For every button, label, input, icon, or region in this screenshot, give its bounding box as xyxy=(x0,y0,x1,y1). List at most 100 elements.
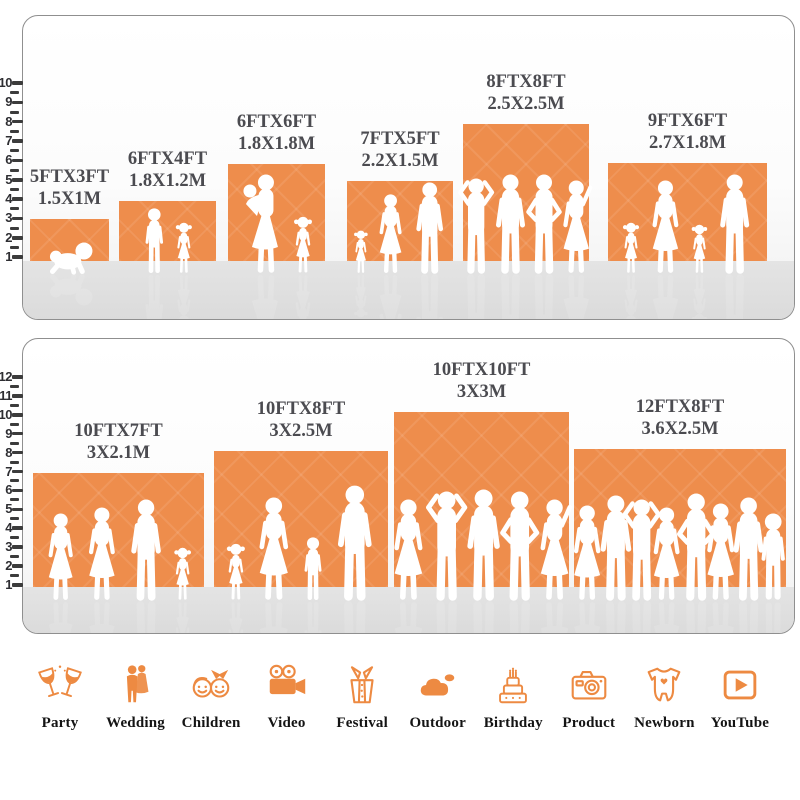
backdrop-size-label: 10FTX10FT 3X3M xyxy=(382,359,582,404)
category-newborn: Newborn xyxy=(628,662,700,732)
children-icon xyxy=(188,662,234,708)
newborn-icon xyxy=(641,662,687,708)
ruler-minor-tick xyxy=(10,149,19,153)
ruler-minor-tick xyxy=(10,403,19,407)
size-label-feet: 8FTX8FT xyxy=(486,71,566,92)
girl-silhouette xyxy=(176,223,192,272)
category-label: Outdoor xyxy=(409,715,466,731)
category-label: Newborn xyxy=(634,715,695,731)
backdrop-bar: 9FTX6FT 2.7X1.8M xyxy=(608,111,767,261)
manup-silhouette xyxy=(428,492,464,597)
size-label-meters: 2.7X1.8M xyxy=(648,133,727,154)
size-label-feet: 10FTX7FT xyxy=(74,420,163,441)
ruler-minor-tick xyxy=(10,573,19,577)
category-label: Product xyxy=(562,715,616,731)
ruler-major-tick xyxy=(12,375,23,379)
size-label-meters: 3.6X2.5M xyxy=(641,419,719,440)
silhouette-group xyxy=(109,74,226,274)
silhouette-group xyxy=(453,74,599,274)
ruler-minor-tick xyxy=(10,110,19,114)
woman-silhouette xyxy=(49,513,73,597)
category-label: YouTube xyxy=(710,715,770,731)
girl-silhouette xyxy=(294,217,312,271)
backdrop-size-label: 6FTX4FT 1.8X1.2M xyxy=(68,148,268,193)
ruler-number: 8 xyxy=(5,113,12,129)
ruler-minor-tick xyxy=(10,460,19,464)
backdrop-bar: 6FTX6FT 1.8X1.8M xyxy=(228,112,325,261)
small-medium-top-panel: 5FTX3FT 1.5X1M 6FTX4FT 1.8X1.2M 6FTX6FT 1.8X1… xyxy=(22,15,795,320)
ruler-major-tick xyxy=(12,216,23,221)
party-icon xyxy=(37,662,83,708)
ruler-major-tick xyxy=(12,507,23,512)
backdrop-bar: 5FTX3FT 1.5X1M xyxy=(30,167,109,261)
size-label-feet: 7FTX5FT xyxy=(360,128,440,149)
ruler-number: 2 xyxy=(5,558,12,573)
boy-silhouette xyxy=(764,513,783,596)
ruler-major-tick xyxy=(12,197,23,201)
category-party: Party xyxy=(24,662,96,732)
ruler-major-tick xyxy=(12,100,23,105)
silhouette-group xyxy=(598,74,777,274)
ruler-major-tick xyxy=(12,81,23,85)
size-label-feet: 9FTX6FT xyxy=(647,110,728,131)
size-label-meters: 1.8X1.8M xyxy=(237,134,316,155)
silhouette-group xyxy=(564,401,795,601)
silhouette-group xyxy=(218,74,335,274)
category-video: Video xyxy=(251,662,323,732)
backdrop-size-label: 8FTX8FT 2.5X2.5M xyxy=(426,71,626,116)
category-label: Birthday xyxy=(483,715,543,731)
backdrop-size-label: 10FTX7FT 3X2.1M xyxy=(23,420,219,465)
ruler-minor-tick xyxy=(10,226,19,230)
woman-silhouette xyxy=(574,505,600,597)
backdrop-bar: 6FTX4FT 1.8X1.2M xyxy=(119,149,216,261)
size-label-feet: 6FTX4FT xyxy=(127,148,208,169)
category-children: Children xyxy=(175,662,247,732)
ruler-major-tick xyxy=(12,139,23,143)
youtube-icon xyxy=(717,662,763,708)
ruler-major-tick xyxy=(12,488,23,493)
category-label: Wedding xyxy=(106,715,166,731)
man-silhouette xyxy=(723,175,747,271)
ruler-minor-tick xyxy=(10,384,19,388)
ruler-number: 9 xyxy=(5,425,12,441)
ruler-number: 2 xyxy=(5,229,12,245)
small-medium-bottom-panel: 10FTX7FT 3X2.1M 10FTX8FT 3X2.5M 10FTX10FT 3X3… xyxy=(22,338,795,634)
product-icon xyxy=(566,662,612,708)
manhips-silhouette xyxy=(679,494,712,597)
outdoor-icon xyxy=(415,662,461,708)
ruler-number: 3 xyxy=(5,539,12,555)
video-icon xyxy=(264,662,310,708)
ruler-major-tick xyxy=(12,545,23,549)
backdrop-size-label: 10FTX8FT 3X2.5M xyxy=(201,398,401,443)
ruler-number: 6 xyxy=(5,152,12,168)
backdrop-size-label: 6FTX6FT 1.8X1.8M xyxy=(177,111,377,156)
ruler-number: 10 xyxy=(0,75,13,90)
ruler-number: 9 xyxy=(5,94,12,110)
woman-silhouette xyxy=(260,498,288,597)
backdrop-rect xyxy=(30,219,109,261)
ruler-minor-tick xyxy=(10,536,19,540)
category-festival: Festival xyxy=(326,662,398,732)
womanbaby-silhouette xyxy=(243,175,278,271)
boy-silhouette xyxy=(147,208,162,270)
size-label-meters: 3X2.1M xyxy=(86,443,151,464)
backdrop-size-label: 12FTX8FT 3.6X2.5M xyxy=(580,396,780,441)
ruler-number: 1 xyxy=(5,249,12,265)
size-label-meters: 3X2.5M xyxy=(269,421,333,442)
ruler-major-tick xyxy=(12,255,23,259)
ruler-major-tick xyxy=(12,469,23,474)
ruler-number: 5 xyxy=(5,501,12,517)
ruler-minor-tick xyxy=(10,555,19,559)
ruler-major-tick xyxy=(12,394,23,398)
ruler-number: 10 xyxy=(0,406,13,422)
ruler-number: 11 xyxy=(0,387,13,403)
ruler-minor-tick xyxy=(10,207,19,211)
backdrop-size-label: 9FTX6FT 2.7X1.8M xyxy=(588,110,788,155)
size-label-meters: 1.5X1M xyxy=(37,189,102,210)
wedding-icon xyxy=(113,662,159,708)
category-label: Video xyxy=(267,715,306,731)
backdrop-rect xyxy=(119,201,216,261)
ruler-minor-tick xyxy=(10,187,19,191)
backdrop-rect xyxy=(463,124,589,261)
